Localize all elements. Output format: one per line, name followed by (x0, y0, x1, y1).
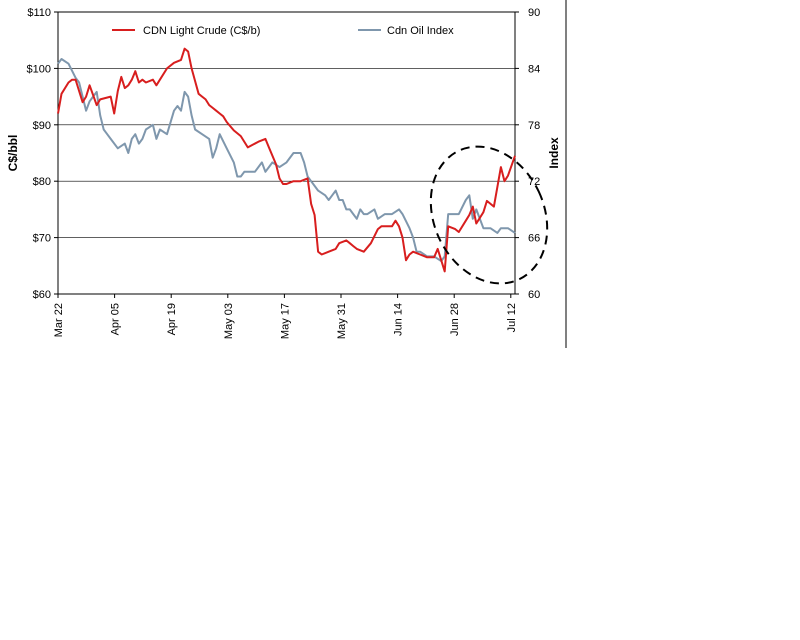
x-axis: Mar 22 Apr 05 Apr 19 May 03 May 17 May 31 Jun … (53, 294, 518, 339)
left-tick-label: $80 (33, 176, 51, 188)
x-tick-label: Apr 05 (110, 303, 122, 335)
x-tick-label: Jul 12 (506, 303, 518, 332)
plot-area-frame (57, 11, 516, 295)
x-tick-label: May 03 (223, 303, 235, 339)
left-tick-label: $60 (33, 289, 51, 301)
right-tick-label: 60 (528, 289, 540, 301)
left-tick-label: $110 (27, 7, 51, 19)
left-tick-label: $70 (33, 233, 51, 245)
grid-lines (58, 68, 515, 238)
x-tick-label: Jun 14 (393, 303, 405, 336)
right-tick-label: 66 (528, 233, 540, 245)
series-layer (57, 47, 516, 273)
x-tick-label: May 31 (336, 303, 348, 339)
legend-label-index: Cdn Oil Index (387, 25, 454, 37)
right-axis-title: Index (547, 137, 561, 169)
x-tick-label: Jun 28 (449, 303, 461, 336)
left-axis-title: C$/bbl (6, 135, 20, 172)
left-y-axis: $60 $70 $80 $90 $100 $110 (27, 7, 58, 301)
series-line-cdn-oil-index (57, 58, 516, 263)
left-tick-label: $100 (27, 63, 51, 75)
x-tick-label: May 17 (279, 303, 291, 339)
legend-label-crude: CDN Light Crude (C$/b) (143, 25, 260, 37)
series-line-cdn-light-crude (57, 47, 516, 273)
left-tick-label: $90 (33, 120, 51, 132)
highlight-ellipse (429, 145, 549, 285)
right-tick-label: 90 (528, 7, 540, 19)
right-tick-label: 78 (528, 120, 540, 132)
legend: CDN Light Crude (C$/b) Cdn Oil Index (112, 25, 454, 37)
x-tick-label: Mar 22 (53, 303, 65, 337)
right-tick-label: 84 (528, 63, 540, 75)
x-tick-label: Apr 19 (166, 303, 178, 335)
